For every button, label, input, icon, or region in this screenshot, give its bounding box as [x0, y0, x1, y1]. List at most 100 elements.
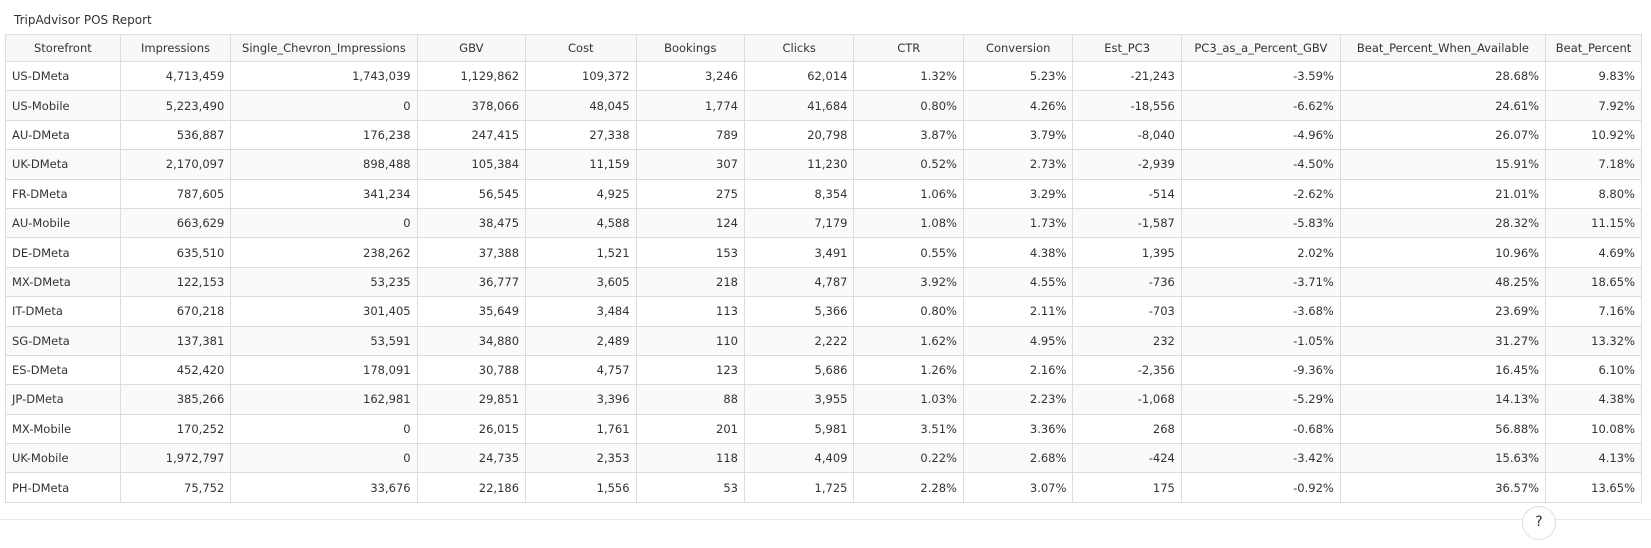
table-cell-clicks: 20,798	[743, 119, 855, 151]
table-cell-storefront: SG-DMeta	[5, 325, 121, 356]
table-row: ES-DMeta 452,420 178,091 30,788 4,757 123 5,68…	[5, 354, 1642, 386]
table-cell-single-chevron-impressions: 0	[230, 413, 418, 445]
table-cell-cost: 11,159	[525, 149, 637, 180]
table-cell-single-chevron-impressions: 1,743,039	[230, 60, 418, 92]
table-container: Storefront Impressions Single_Chevron_Impr…	[5, 34, 1642, 503]
table-cell-single-chevron-impressions: 0	[230, 207, 418, 239]
table-cell-impressions: 663,629	[119, 207, 232, 239]
table-cell-conversion: 4.26%	[962, 90, 1074, 121]
table-cell-single-chevron-impressions: 162,981	[230, 384, 418, 415]
table-cell-cost: 3,484	[525, 296, 637, 327]
column-header-est-pc3[interactable]: Est_PC3	[1072, 34, 1182, 62]
table-cell-ctr: 2.28%	[853, 472, 964, 503]
table-cell-beat-percent: 11.15%	[1545, 207, 1642, 239]
column-header-clicks[interactable]: Clicks	[743, 34, 855, 62]
table-cell-storefront: DE-DMeta	[5, 237, 121, 268]
table-row: UK-DMeta 2,170,097 898,488 105,384 11,159 307…	[5, 149, 1642, 180]
column-header-single-chevron-impressions[interactable]: Single_Chevron_Impressions	[230, 34, 418, 62]
column-header-pc3-as-a-percent-gbv[interactable]: PC3_as_a_Percent_GBV	[1180, 34, 1341, 62]
table-cell-bookings: 218	[635, 266, 745, 298]
table-cell-beat-percent: 7.16%	[1545, 296, 1642, 327]
table-cell-gbv: 26,015	[416, 413, 527, 445]
column-header-cost[interactable]: Cost	[525, 34, 637, 62]
table-row: SG-DMeta 137,381 53,591 34,880 2,489 110 2,222…	[5, 325, 1642, 356]
table-cell-beat-percent: 7.92%	[1545, 90, 1642, 121]
table-cell-conversion: 4.55%	[962, 266, 1074, 298]
column-header-beat-percent[interactable]: Beat_Percent	[1545, 34, 1642, 62]
table-cell-impressions: 75,752	[119, 472, 232, 503]
table-cell-conversion: 3.07%	[962, 472, 1074, 503]
table-cell-single-chevron-impressions: 33,676	[230, 472, 418, 503]
column-header-storefront[interactable]: Storefront	[5, 34, 121, 62]
table-cell-est-pc3: -21,243	[1072, 60, 1182, 92]
table-cell-bookings: 153	[635, 237, 745, 268]
table-cell-ctr: 0.80%	[853, 296, 964, 327]
table-cell-conversion: 3.79%	[962, 119, 1074, 151]
bottom-divider	[0, 519, 1651, 520]
table-cell-beat-percent-when-available: 16.45%	[1339, 354, 1547, 386]
table-cell-pc3-as-a-percent-gbv: -9.36%	[1180, 354, 1341, 386]
table-cell-pc3-as-a-percent-gbv: -0.68%	[1180, 413, 1341, 445]
table-cell-clicks: 62,014	[743, 60, 855, 92]
table-cell-clicks: 11,230	[743, 149, 855, 180]
table-cell-beat-percent-when-available: 28.68%	[1339, 60, 1547, 92]
table-cell-impressions: 452,420	[119, 354, 232, 386]
table-cell-cost: 4,925	[525, 178, 637, 209]
help-button[interactable]: ?	[1522, 506, 1556, 540]
table-cell-single-chevron-impressions: 238,262	[230, 237, 418, 268]
table-cell-impressions: 137,381	[119, 325, 232, 356]
table-cell-est-pc3: -8,040	[1072, 119, 1182, 151]
table-cell-cost: 48,045	[525, 90, 637, 121]
table-cell-beat-percent: 4.69%	[1545, 237, 1642, 268]
table-cell-gbv: 24,735	[416, 443, 527, 474]
table-cell-single-chevron-impressions: 53,591	[230, 325, 418, 356]
table-cell-cost: 2,353	[525, 443, 637, 474]
table-cell-beat-percent-when-available: 10.96%	[1339, 237, 1547, 268]
table-row: AU-DMeta 536,887 176,238 247,415 27,338 789 20…	[5, 119, 1642, 151]
table-cell-storefront: FR-DMeta	[5, 178, 121, 209]
table-cell-storefront: US-Mobile	[5, 90, 121, 121]
table-cell-single-chevron-impressions: 0	[230, 90, 418, 121]
table-cell-single-chevron-impressions: 53,235	[230, 266, 418, 298]
table-cell-storefront: AU-Mobile	[5, 207, 121, 239]
column-header-impressions[interactable]: Impressions	[119, 34, 232, 62]
table-cell-ctr: 0.52%	[853, 149, 964, 180]
table-cell-beat-percent: 4.13%	[1545, 443, 1642, 474]
table-cell-gbv: 247,415	[416, 119, 527, 151]
table-cell-est-pc3: -2,939	[1072, 149, 1182, 180]
table-cell-est-pc3: -1,068	[1072, 384, 1182, 415]
table-cell-bookings: 118	[635, 443, 745, 474]
table-cell-conversion: 3.36%	[962, 413, 1074, 445]
table-cell-est-pc3: 232	[1072, 325, 1182, 356]
column-header-bookings[interactable]: Bookings	[635, 34, 745, 62]
table-cell-pc3-as-a-percent-gbv: -5.29%	[1180, 384, 1341, 415]
table-cell-storefront: JP-DMeta	[5, 384, 121, 415]
table-row: US-Mobile 5,223,490 0 378,066 48,045 1,774 41,…	[5, 90, 1642, 121]
table-cell-ctr: 3.87%	[853, 119, 964, 151]
table-cell-single-chevron-impressions: 176,238	[230, 119, 418, 151]
table-cell-conversion: 2.23%	[962, 384, 1074, 415]
table-cell-pc3-as-a-percent-gbv: -3.71%	[1180, 266, 1341, 298]
table-cell-clicks: 5,981	[743, 413, 855, 445]
table-cell-cost: 4,588	[525, 207, 637, 239]
column-header-gbv[interactable]: GBV	[416, 34, 527, 62]
column-header-conversion[interactable]: Conversion	[962, 34, 1074, 62]
table-cell-single-chevron-impressions: 898,488	[230, 149, 418, 180]
table-cell-clicks: 4,409	[743, 443, 855, 474]
column-header-beat-percent-when-available[interactable]: Beat_Percent_When_Available	[1339, 34, 1547, 62]
table-cell-pc3-as-a-percent-gbv: -5.83%	[1180, 207, 1341, 239]
table-cell-pc3-as-a-percent-gbv: -3.59%	[1180, 60, 1341, 92]
table-cell-impressions: 1,972,797	[119, 443, 232, 474]
column-header-ctr[interactable]: CTR	[853, 34, 964, 62]
table-cell-cost: 2,489	[525, 325, 637, 356]
table-cell-clicks: 7,179	[743, 207, 855, 239]
table-cell-pc3-as-a-percent-gbv: -4.96%	[1180, 119, 1341, 151]
help-icon: ?	[1535, 514, 1543, 530]
table-cell-beat-percent-when-available: 26.07%	[1339, 119, 1547, 151]
table-cell-clicks: 5,366	[743, 296, 855, 327]
table-cell-single-chevron-impressions: 301,405	[230, 296, 418, 327]
table-cell-est-pc3: 268	[1072, 413, 1182, 445]
table-cell-cost: 1,556	[525, 472, 637, 503]
table-cell-clicks: 3,491	[743, 237, 855, 268]
table-row: DE-DMeta 635,510 238,262 37,388 1,521 153 3,49…	[5, 237, 1642, 268]
